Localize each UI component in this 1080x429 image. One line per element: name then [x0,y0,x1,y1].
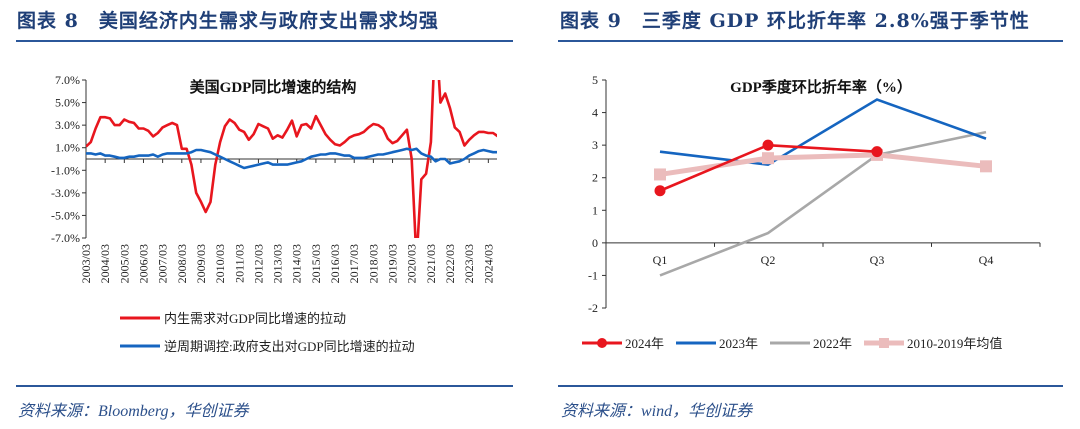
series-line-2023年 [659,98,987,167]
legend-label: 逆周期调控:政府支出对GDP同比增速的拉动 [164,339,415,354]
x-tick-label: 2019/03 [386,244,400,283]
x-tick-label: 2003/03 [79,244,93,283]
x-tick-label: 2009/03 [194,244,208,283]
x-tick-label: 2021/03 [424,244,438,283]
y-tick-label: 1.0% [55,141,80,155]
y-tick-label: 7.0% [55,73,80,87]
data-point-marker [871,146,883,158]
legend-marker [597,338,607,348]
x-tick-label: 2004/03 [98,244,112,283]
right-source-note: 资料来源：wind，华创证券 [561,403,753,420]
x-tick-label: 2024/03 [481,244,495,283]
x-tick-label: 2017/03 [347,244,361,283]
y-tick-label: 2 [592,171,598,185]
legend-label: 内生需求对GDP同比增速的拉动 [164,311,346,326]
left-figure-header: 图表 8 美国经济内生需求与政府支出需求均强 [17,10,439,32]
legend-label: 2022年 [813,336,852,351]
series-line-government-spending [86,147,497,170]
x-tick-label: 2018/03 [366,244,380,283]
x-tick-label: 2012/03 [251,244,265,283]
x-tick-label: 2006/03 [136,244,150,283]
legend-label: 2010-2019年均值 [907,336,1002,351]
x-tick-label: 2023/03 [462,244,476,283]
x-tick-label: Q4 [979,253,994,267]
right-footer-rule [558,385,1063,387]
gdp-qoq-chart: 5 4 3 2 1 0 -1 -2 Q1 Q2 Q3 Q4 2024年 2023年 2022年 2010-20… [582,73,1041,351]
chart-title: 美国GDP同比增速的结构 [190,78,357,96]
left-header-rule [16,40,513,42]
chart-title: GDP季度环比折年率（%） [730,78,912,96]
y-tick-label: -7.0% [51,231,80,245]
x-tick-label: Q1 [653,253,668,267]
data-point-marker [762,152,774,165]
legend-label: 2023年 [719,336,758,351]
series-line-domestic-demand [86,80,497,238]
series-line-2022年 [659,130,987,277]
x-tick-label: 2008/03 [175,244,189,283]
y-tick-label: -1.0% [51,163,80,177]
x-tick-label: Q3 [870,253,885,267]
data-point-marker [980,160,992,173]
y-tick-label: 4 [592,106,598,120]
x-tick-label: 2020/03 [405,244,419,283]
y-tick-label: 5.0% [55,96,80,110]
x-tick-label: 2013/03 [271,244,285,283]
y-tick-label: 3 [592,138,598,152]
y-tick-label: 3.0% [55,118,80,132]
x-tick-label: Q2 [761,253,776,267]
data-point-marker [762,139,774,151]
y-tick-label: 1 [592,203,598,217]
x-tick-label: 2014/03 [290,244,304,283]
left-source-note: 资料来源：Bloomberg，华创证券 [18,403,249,420]
right-figure-header: 图表 9 三季度 GDP 环比折年率 2.8%强于季节性 [560,10,1030,32]
y-tick-label: -5.0% [51,208,80,222]
x-tick-label: 2015/03 [309,244,323,283]
x-tick-label: 2016/03 [328,244,342,283]
y-tick-label: -1 [588,268,598,282]
legend-label: 2024年 [625,336,664,351]
x-tick-label: 2011/03 [232,244,246,283]
x-tick-label: 2005/03 [117,244,131,283]
legend-marker [879,338,889,348]
data-point-marker [654,168,666,181]
y-tick-label: -3.0% [51,186,80,200]
x-tick-label: 2010/03 [213,244,227,283]
series-line-2010-2019年均值 [659,152,987,177]
right-header-rule [558,40,1063,42]
left-footer-rule [16,385,513,387]
y-tick-label: 0 [592,236,598,250]
y-tick-label: -2 [588,301,598,315]
x-tick-label: 2007/03 [156,244,170,283]
x-tick-label: 2022/03 [443,244,457,283]
y-tick-label: 5 [592,73,598,87]
data-point-marker [654,185,666,197]
gdp-structure-chart: 7.0% 5.0% 3.0% 1.0% -1.0% -3.0% -5.0% -7.0%2003… [51,73,497,354]
